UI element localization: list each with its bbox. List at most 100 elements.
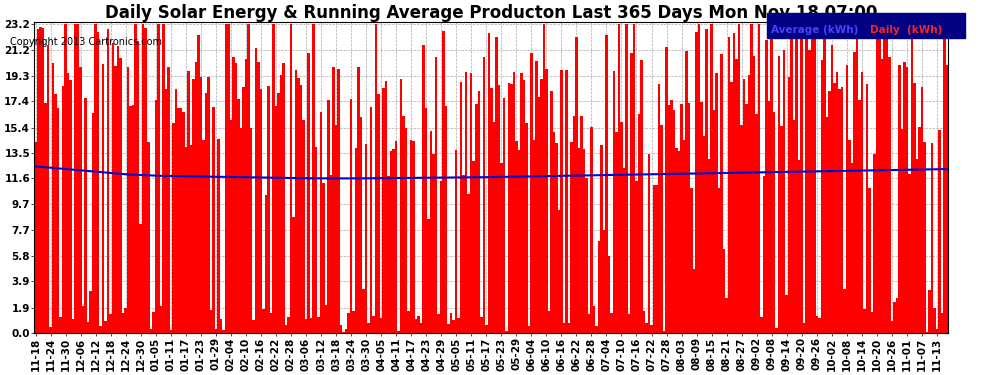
Bar (913, 83, 916, 333)
Bar (845, 64, 848, 333)
Bar (472, 161, 475, 333)
Bar (695, 32, 698, 333)
Bar (618, 24, 620, 333)
Bar (510, 84, 513, 333)
Bar (610, 313, 613, 333)
Bar (97, 32, 99, 333)
Bar (530, 53, 533, 333)
Bar (297, 78, 300, 333)
Bar (217, 139, 220, 333)
Bar (763, 176, 765, 333)
Bar (547, 310, 550, 333)
Bar (120, 58, 122, 333)
Bar (187, 70, 189, 333)
Bar (425, 108, 428, 333)
Bar (826, 117, 828, 333)
Bar (112, 43, 115, 333)
Bar (552, 132, 555, 333)
Bar (943, 24, 945, 333)
Bar (302, 120, 305, 333)
Bar (577, 148, 580, 333)
Bar (550, 91, 552, 333)
Bar (520, 73, 523, 333)
Bar (788, 77, 790, 333)
Bar (535, 62, 538, 333)
Bar (452, 320, 455, 333)
Bar (888, 57, 891, 333)
Bar (598, 241, 600, 333)
Bar (61, 86, 64, 333)
Bar (245, 59, 248, 333)
Bar (423, 45, 425, 333)
Bar (262, 309, 264, 333)
Bar (562, 323, 565, 333)
Bar (205, 93, 207, 333)
Bar (893, 302, 896, 333)
Bar (413, 141, 415, 333)
Bar (713, 110, 716, 333)
Bar (333, 68, 335, 333)
Bar (352, 311, 354, 333)
Bar (74, 24, 77, 333)
Bar (149, 329, 152, 333)
Bar (560, 70, 562, 333)
Bar (162, 24, 164, 333)
Bar (538, 97, 541, 333)
Bar (269, 313, 272, 333)
Bar (87, 321, 89, 333)
Bar (898, 65, 901, 333)
Bar (775, 328, 778, 333)
Bar (741, 125, 742, 333)
Bar (122, 314, 125, 333)
Bar (678, 151, 680, 333)
Bar (42, 28, 45, 333)
Bar (252, 320, 254, 333)
Bar (500, 163, 503, 333)
Bar (595, 326, 598, 333)
Bar (152, 312, 154, 333)
Bar (477, 91, 480, 333)
Bar (274, 106, 277, 333)
Bar (806, 24, 808, 333)
Bar (207, 77, 210, 333)
Bar (850, 163, 853, 333)
Bar (685, 51, 688, 333)
Bar (645, 322, 647, 333)
Bar (533, 140, 535, 333)
Bar (703, 136, 705, 333)
Bar (565, 70, 567, 333)
Bar (174, 88, 177, 333)
Bar (758, 24, 760, 333)
Bar (51, 63, 54, 333)
Bar (67, 73, 69, 333)
Bar (652, 185, 655, 333)
Bar (367, 323, 370, 333)
Bar (179, 108, 182, 333)
Bar (765, 40, 768, 333)
Bar (623, 168, 626, 333)
Bar (934, 308, 936, 333)
Bar (690, 189, 693, 333)
Bar (248, 24, 249, 333)
Bar (420, 323, 423, 333)
Bar (267, 86, 269, 333)
Bar (615, 132, 618, 333)
Bar (628, 314, 631, 333)
Bar (755, 114, 758, 333)
Bar (210, 310, 212, 333)
Bar (796, 24, 798, 333)
Bar (323, 183, 325, 333)
Bar (380, 318, 382, 333)
Bar (783, 50, 785, 333)
Bar (883, 24, 886, 333)
Bar (613, 70, 615, 333)
Bar (593, 306, 595, 333)
Bar (636, 182, 638, 333)
Bar (102, 64, 104, 333)
Bar (408, 311, 410, 333)
Bar (312, 24, 315, 333)
Bar (140, 225, 142, 333)
Bar (220, 320, 222, 333)
Bar (836, 72, 839, 333)
Bar (770, 24, 773, 333)
